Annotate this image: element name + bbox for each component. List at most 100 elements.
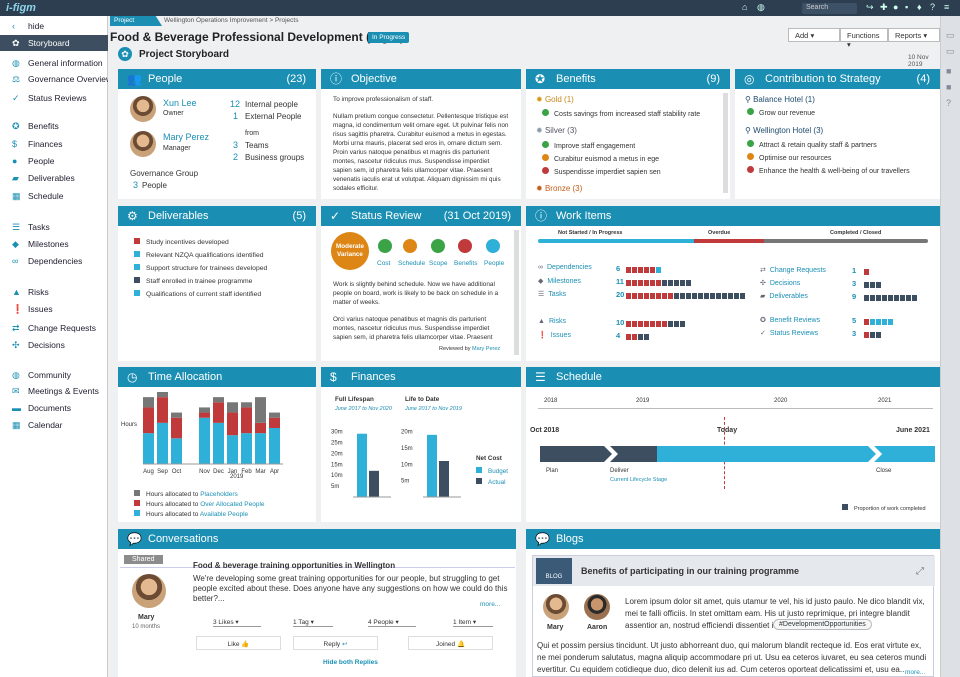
sidebar-item-deliverables[interactable]: ▰ Deliverables [0, 170, 108, 186]
work-item-risks[interactable]: ▲ Risks [538, 318, 567, 325]
people-header[interactable]: 👥 People (23) [118, 69, 316, 89]
internal-count[interactable]: 12 [230, 99, 241, 109]
bell-icon[interactable]: ♦ [917, 2, 922, 12]
status-review-header[interactable]: ✓ Status Review (31 Oct 2019) [321, 206, 521, 226]
sidebar-item-people[interactable]: ● People [0, 153, 108, 169]
comments-icon[interactable]: ▭ [946, 46, 955, 56]
sidebar-item-dependencies[interactable]: ∞ Dependencies [0, 253, 108, 269]
work-item-status-reviews[interactable]: ✓ Status Reviews [760, 330, 819, 337]
cost-indicator[interactable] [378, 239, 392, 253]
benefits-header[interactable]: ✪ Benefits (9) [526, 69, 730, 89]
sidebar-item-documents[interactable]: ▬ Documents [0, 400, 108, 416]
sidebar-item-hide[interactable]: ‹ hide [0, 18, 108, 34]
conversation-topic[interactable]: Food & beverage training opportunities i… [193, 561, 396, 570]
add-icon[interactable]: ✚ [880, 2, 888, 12]
likes-dropdown[interactable]: 3 Likes ▾ [213, 618, 261, 627]
avatar[interactable] [130, 131, 156, 157]
benefit-item[interactable]: Curabitur euismod a metus in ege [542, 154, 659, 163]
sidebar-item-tasks[interactable]: ☰ Tasks [0, 219, 108, 235]
sidebar-item-milestones[interactable]: ◆ Milestones [0, 236, 108, 252]
people-dropdown[interactable]: 4 People ▾ [368, 618, 416, 627]
help-icon[interactable]: ? [930, 2, 936, 12]
sidebar-item-change-requests[interactable]: ⇄ Change Requests [0, 320, 108, 336]
add-button[interactable]: Add ▾ [788, 28, 840, 42]
time-allocation-header[interactable]: ◷ Time Allocation [118, 367, 316, 387]
bronze-group[interactable]: ✹ Bronze (3) [536, 184, 583, 193]
people-indicator[interactable] [486, 239, 500, 253]
more-link[interactable]: more... [905, 669, 926, 676]
work-item-count[interactable]: 20 [616, 290, 625, 299]
hide-replies-link[interactable]: Hide both Replies [323, 659, 378, 666]
overall-status-indicator[interactable]: Moderate Variance [331, 232, 369, 270]
avatar[interactable] [132, 574, 166, 608]
items-dropdown[interactable]: 1 Item ▾ [453, 618, 493, 627]
share-icon[interactable]: ↪ [866, 2, 874, 12]
blog-card[interactable]: BLOG Benefits of participating in our tr… [532, 555, 935, 677]
sidebar-item-status-reviews[interactable]: ✓ Status Reviews [0, 90, 108, 106]
owner-name[interactable]: Xun Lee [163, 98, 197, 108]
sidebar-item-decisions[interactable]: ✣ Decisions [0, 337, 108, 353]
sidebar-item-storyboard[interactable]: ✿ Storyboard [0, 35, 108, 51]
work-item-count[interactable]: 3 [852, 279, 857, 288]
silver-group[interactable]: ✹ Silver (3) [536, 126, 577, 135]
deliverable-item[interactable]: Staff enrolled in trainee programme [134, 277, 252, 285]
full-lifespan-chart[interactable]: 30m 25m 20m 15m 10m 5m [331, 425, 393, 510]
governance-count[interactable]: 3 [133, 180, 139, 190]
lifecycle-timeline[interactable] [540, 443, 935, 465]
project-tab[interactable]: Project [110, 16, 162, 26]
work-item-count[interactable]: 4 [616, 331, 621, 340]
search-input[interactable]: Search [802, 3, 857, 14]
deliverable-item[interactable]: Qualifications of current staff identifi… [134, 290, 261, 298]
comment-icon[interactable]: ▭ [946, 30, 955, 40]
work-item-change-requests[interactable]: ⇄ Change Requests [760, 267, 826, 274]
work-item-count[interactable]: 5 [852, 316, 857, 325]
work-item-dependencies[interactable]: ∞ Dependencies [538, 264, 592, 271]
external-count[interactable]: 1 [233, 111, 239, 121]
author-name[interactable]: Mary [138, 614, 155, 621]
avatar[interactable] [543, 594, 569, 620]
benefit-item[interactable]: Suspendisse imperdiet sapien sen [542, 167, 661, 176]
strategy-group[interactable]: ⚲ Balance Hotel (1) [745, 95, 815, 104]
functions-button[interactable]: Functions ▾ [840, 28, 888, 49]
sidebar-item-calendar[interactable]: ▦ Calendar [0, 417, 108, 433]
breadcrumb[interactable]: Wellington Operations Improvement > Proj… [164, 17, 299, 24]
more-link[interactable]: more... [480, 601, 501, 608]
work-item-deliverables[interactable]: ▰ Deliverables [760, 293, 808, 300]
sidebar-item-governance-overview[interactable]: ⚖ Governance Overview [0, 71, 112, 87]
work-item-decisions[interactable]: ✣ Decisions [760, 280, 801, 287]
scope-indicator[interactable] [431, 239, 445, 253]
benefit-item[interactable]: Improve staff engagement [542, 141, 635, 150]
sidebar-item-meetings-events[interactable]: ✉ Meetings & Events [0, 383, 108, 399]
strategy-item[interactable]: Grow our revenue [747, 108, 815, 117]
chat-icon[interactable]: ▪ [905, 2, 909, 12]
work-item-count[interactable]: 3 [852, 329, 857, 338]
reports-button[interactable]: Reports ▾ [888, 28, 940, 42]
user-icon[interactable]: ● [893, 2, 899, 12]
work-item-count[interactable]: 10 [616, 318, 625, 327]
work-item-issues[interactable]: ❗ Issues [538, 332, 571, 339]
strategy-group[interactable]: ⚲ Wellington Hotel (3) [745, 126, 824, 135]
time-allocation-chart[interactable]: Aug Sep Oct Nov Dec Jan Feb Mar Apr [143, 392, 313, 487]
blog-author[interactable]: Aaron [587, 624, 608, 631]
strategy-item[interactable]: Enhance the health & well-being of our t… [747, 166, 910, 175]
menu-icon[interactable]: ≡ [944, 2, 950, 12]
benefits-indicator[interactable] [458, 239, 472, 253]
work-item-benefit-reviews[interactable]: ✪ Benefit Reviews [760, 317, 821, 324]
blog-title[interactable]: Benefits of participating in our trainin… [581, 566, 800, 576]
sidebar-item-benefits[interactable]: ✪ Benefits [0, 118, 108, 134]
lock-icon[interactable]: ■ [946, 66, 952, 76]
work-item-tasks[interactable]: ☰ Tasks [538, 291, 567, 298]
avatar[interactable] [584, 594, 610, 620]
gold-group[interactable]: ✹ Gold (1) [536, 95, 574, 104]
strategy-item[interactable]: Optimise our resources [747, 153, 831, 162]
work-item-count[interactable]: 1 [852, 266, 857, 275]
teams-count[interactable]: 3 [233, 140, 239, 150]
life-to-date-chart[interactable]: 20m 15m 10m 5m [401, 425, 463, 510]
globe-icon[interactable]: ◍ [757, 2, 765, 12]
deliverable-item[interactable]: Support structure for trainees developed [134, 264, 267, 272]
benefits-scrollbar[interactable] [723, 93, 728, 193]
like-button[interactable]: Like 👍 [196, 636, 281, 650]
strategy-header[interactable]: ◎ Contribution to Strategy (4) [735, 69, 940, 89]
conversations-header[interactable]: 💬 Conversations [118, 529, 516, 549]
lock-icon[interactable]: ■ [946, 82, 952, 92]
